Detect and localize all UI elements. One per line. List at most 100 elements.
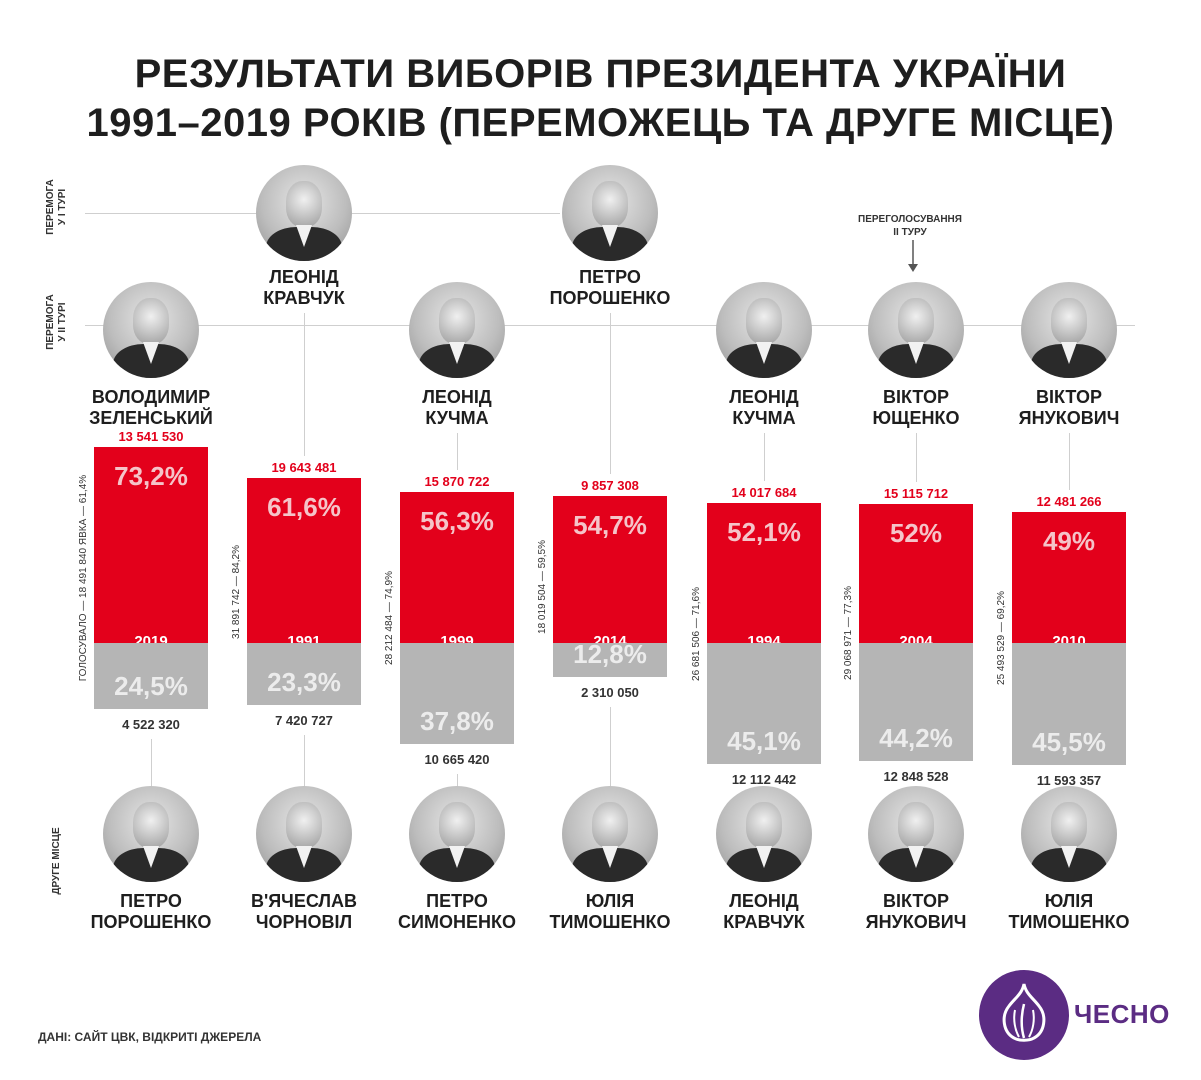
winner-name-1991: Леонід Кравчук (263, 267, 345, 308)
second-bar-2014 (553, 643, 667, 678)
winner-portrait-2014-head (592, 181, 628, 227)
second-connector-2019 (151, 738, 152, 788)
second-pct-2019: 24,5% (114, 670, 188, 701)
winner-portrait-1994-head (746, 298, 782, 344)
second-pct-1994: 45,1% (727, 725, 801, 756)
winner-votes-2019: 13 541 530 (118, 428, 184, 444)
winner-connector-1994 (764, 433, 765, 482)
winner-bar-2004 (859, 503, 973, 643)
second-portrait-1999-head (439, 802, 475, 848)
winner-bar-1991 (247, 477, 361, 643)
second-votes-2010: 11 593 357 (1036, 772, 1102, 788)
second-portrait-1994 (716, 786, 812, 882)
winner-portrait-2004 (868, 282, 964, 378)
winner-bar-2014 (553, 496, 667, 643)
turnout-label-1994: 26 681 506 — 71,6% (691, 586, 702, 681)
winner-votes-2014: 9 857 308 (581, 478, 639, 494)
chart-title-line-1: РЕЗУЛЬТАТИ ВИБОРІВ ПРЕЗИДЕНТА УКРАЇНИ (134, 52, 1067, 96)
winner-portrait-1999-head (439, 298, 475, 344)
second-portrait-2019-head (133, 802, 169, 848)
winner-pct-2014: 54,7% (573, 510, 647, 541)
second-bar-2019 (94, 643, 208, 709)
turnout-label-2019: ГОЛОСУВАЛО — 18 491 840 ЯВКА — 61,4% (78, 474, 89, 681)
second-name-1991: В'ячеслав Чорновіл (250, 891, 358, 932)
winner-pct-1999: 56,3% (420, 506, 494, 537)
winner-name-2014: Петро Порошенко (549, 267, 671, 308)
second-portrait-1991-head (286, 802, 322, 848)
winner-connector-1991 (304, 313, 305, 456)
winner-votes-1999: 15 870 722 (424, 474, 490, 490)
second-connector-2014 (610, 707, 611, 788)
second-bar-2010 (1012, 643, 1126, 765)
winner-pct-2019: 73,2% (114, 460, 188, 491)
second-pct-2010: 45,5% (1032, 726, 1106, 757)
second-votes-2004: 12 848 528 (883, 769, 949, 785)
chesno-logo-text: ЧЕСНО (1074, 999, 1170, 1029)
second-name-2019: Петро Порошенко (90, 891, 212, 932)
second-connector-1999 (457, 774, 458, 788)
winner-name-2010: Віктор Янукович (1018, 387, 1120, 428)
winner-connector-2010 (1069, 433, 1070, 490)
second-votes-2014: 2 310 050 (581, 685, 639, 701)
second-bar-2004 (859, 643, 973, 762)
winner-pct-1991: 61,6% (267, 491, 341, 522)
second-portrait-2010-head (1051, 802, 1087, 848)
winner-votes-2010: 12 481 266 (1036, 493, 1102, 509)
second-name-1994: Леонід Кравчук (723, 891, 805, 932)
second-name-2004: Віктор Янукович (865, 891, 967, 932)
winner-portrait-1991 (256, 165, 352, 261)
winner-bar-1999 (400, 492, 514, 643)
second-pct-2004: 44,2% (879, 723, 953, 754)
winner-portrait-2010 (1021, 282, 1117, 378)
second-bar-1991 (247, 643, 361, 706)
winner-bar-2019 (94, 446, 208, 643)
turnout-label-1999: 28 212 484 — 74,9% (384, 571, 395, 666)
second-bar-1999 (400, 643, 514, 745)
winner-name-2004: Віктор Ющенко (872, 387, 960, 428)
second-votes-1991: 7 420 727 (275, 713, 333, 729)
second-votes-1999: 10 665 420 (424, 752, 490, 768)
winner-name-2019: Володимир Зеленський (89, 387, 213, 428)
turnout-label-2004: 29 068 971 — 77,3% (843, 585, 854, 680)
winner-votes-1991: 19 643 481 (271, 459, 337, 475)
second-pct-1991: 23,3% (267, 667, 341, 698)
second-portrait-1999 (409, 786, 505, 882)
second-portrait-2004-head (898, 802, 934, 848)
winner-portrait-1994 (716, 282, 812, 378)
second-bar-1994 (707, 643, 821, 764)
second-portrait-2010 (1021, 786, 1117, 882)
second-portrait-2014-head (592, 802, 628, 848)
second-connector-1991 (304, 735, 305, 788)
second-portrait-2019 (103, 786, 199, 882)
winner-portrait-2004-head (898, 298, 934, 344)
second-pct-1999: 37,8% (420, 706, 494, 737)
turnout-label-2014: 18 019 504 — 59,5% (537, 539, 548, 634)
winner-name-1999: Леонід Кучма (422, 387, 492, 428)
source-note: ДАНІ: САЙТ ЦВК, ВІДКРИТІ ДЖЕРЕЛА (38, 1030, 262, 1044)
winner-connector-2004 (916, 433, 917, 482)
revote-note: Переголосування II туру (858, 214, 962, 238)
winner-bar-1994 (707, 503, 821, 643)
second-portrait-2004 (868, 786, 964, 882)
second-votes-1994: 12 112 442 (731, 771, 797, 787)
winner-name-1994: Леонід Кучма (729, 387, 799, 428)
winner-portrait-2019 (103, 282, 199, 378)
second-pct-2014: 12,8% (573, 639, 647, 670)
second-votes-2019: 4 522 320 (122, 716, 180, 732)
row-label-second-round: Перемога у II турі (45, 294, 68, 350)
revote-arrow (908, 240, 918, 272)
second-portrait-2014 (562, 786, 658, 882)
second-portrait-1991 (256, 786, 352, 882)
winner-portrait-2014 (562, 165, 658, 261)
chart-title-line-2: 1991–2019 РОКІВ (ПЕРЕМОЖЕЦЬ ТА ДРУГЕ МІС… (86, 101, 1115, 145)
winner-connector-1999 (457, 433, 458, 471)
second-name-2014: Юлія Тимошенко (549, 891, 671, 932)
winner-bar-2010 (1012, 511, 1126, 643)
turnout-label-2010: 25 493 529 — 69,2% (996, 591, 1007, 686)
winner-pct-2010: 49% (1042, 525, 1096, 556)
second-portrait-1994-head (746, 802, 782, 848)
turnout-label-1991: 31 891 742 — 84,2% (231, 544, 242, 639)
winner-connector-2014 (610, 313, 611, 475)
winner-votes-1994: 14 017 684 (731, 485, 797, 501)
second-name-2010: Юлія Тимошенко (1008, 891, 1130, 932)
